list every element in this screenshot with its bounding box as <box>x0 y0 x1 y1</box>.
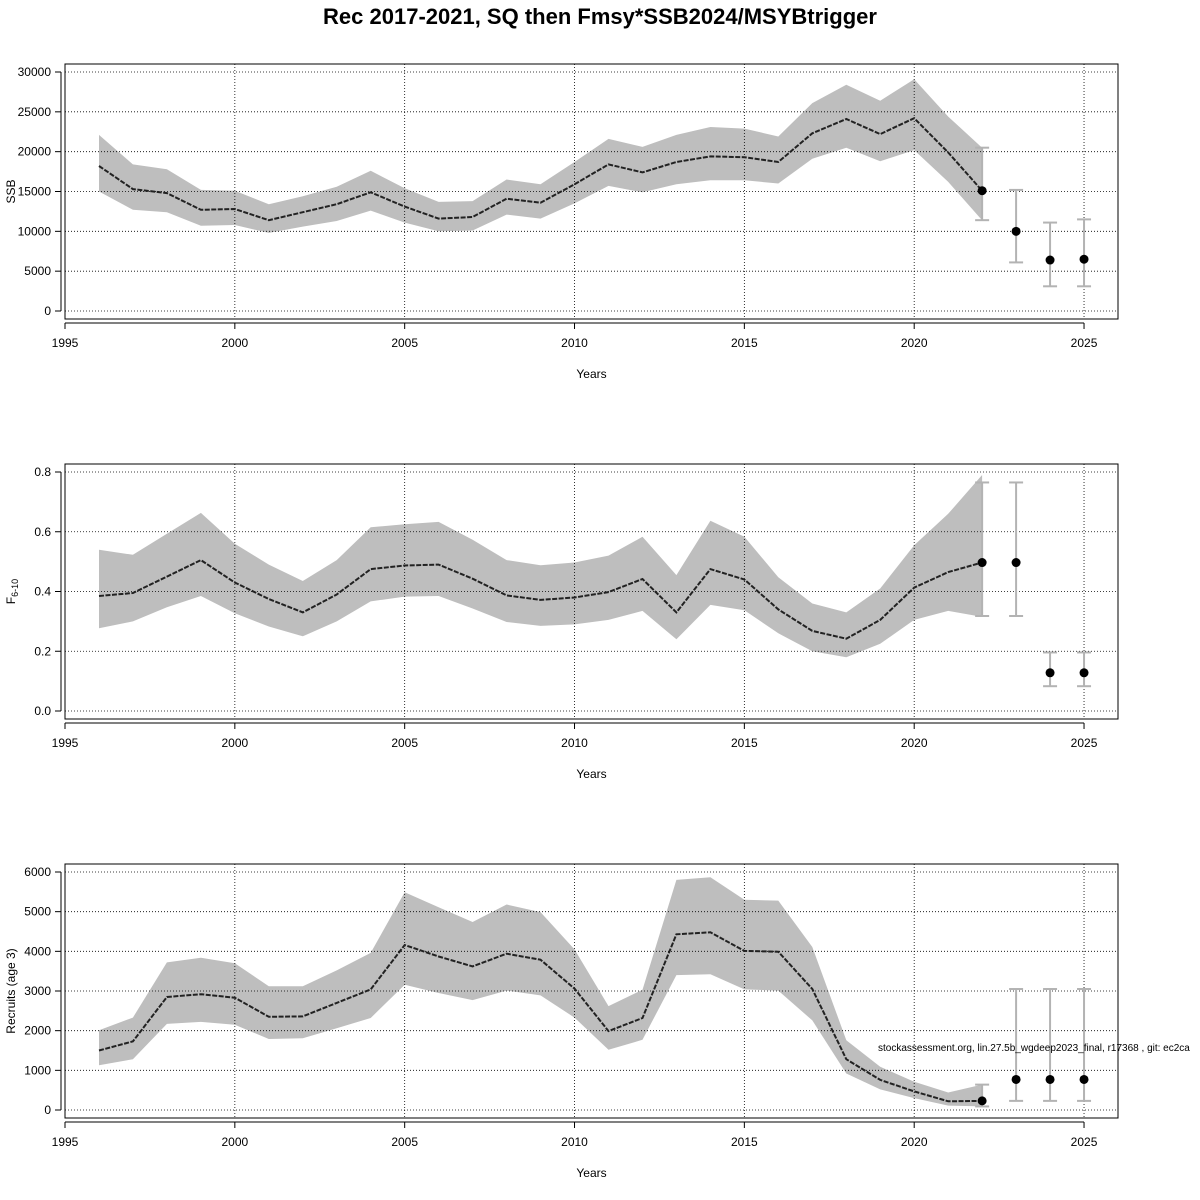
forecast-errorbar <box>1009 481 1024 617</box>
y-tick-label: 15000 <box>18 185 52 199</box>
x-tick-label: 2010 <box>561 336 588 350</box>
forecast-errorbar <box>1043 221 1058 288</box>
x-tick-label: 2000 <box>221 736 248 750</box>
y-tick-label: 5000 <box>24 264 51 278</box>
forecast-point <box>1045 668 1055 678</box>
forecast-point <box>1011 558 1021 568</box>
confidence-band <box>99 877 983 1107</box>
x-tick-label: 1995 <box>52 736 79 750</box>
x-tick-label: 2000 <box>221 336 248 350</box>
y-tick-label: 3000 <box>24 984 51 998</box>
x-tick-label: 2010 <box>561 1135 588 1149</box>
x-tick-label: 1995 <box>52 336 79 350</box>
y-tick-label: 5000 <box>24 905 51 919</box>
y-axis-label: Recruits (age 3) <box>4 948 18 1033</box>
y-tick-label: 20000 <box>18 145 52 159</box>
plot-frame <box>64 863 1119 1119</box>
panels: 1995 2000 2005 2010 2015 2020 2025 Years 0 5000 10… <box>4 63 1119 1180</box>
forecast-point <box>977 1096 987 1106</box>
panel-1: 1995 2000 2005 2010 2015 2020 2025 Years 0 5000 10… <box>4 63 1119 381</box>
x-axis-label: Years <box>576 367 606 381</box>
footnote: stockassessment.org, lin.27.5b_wgdeep202… <box>878 1043 1190 1054</box>
x-tick-label: 2015 <box>731 1135 758 1149</box>
x-tick-label: 1995 <box>52 1135 79 1149</box>
y-tick-label: 10000 <box>18 224 52 238</box>
y-tick-label: 2000 <box>24 1024 51 1038</box>
x-tick-label: 2015 <box>731 736 758 750</box>
y-tick-label: 0.2 <box>34 644 51 658</box>
y-axis-label: SSB <box>4 179 18 203</box>
estimate-line <box>98 116 983 222</box>
y-tick-label: 1000 <box>24 1063 51 1077</box>
x-tick-label: 2025 <box>1071 1135 1098 1149</box>
forecast-point <box>1011 226 1021 236</box>
x-tick-label: 2020 <box>901 336 928 350</box>
x-tick-label: 2005 <box>391 1135 418 1149</box>
y-tick-label: 4000 <box>24 944 51 958</box>
forecast-point <box>1011 1074 1021 1084</box>
y-tick-label: 0 <box>44 1103 51 1117</box>
forecast-point <box>977 186 987 196</box>
x-tick-label: 2020 <box>901 1135 928 1149</box>
forecast-point <box>977 558 987 568</box>
panel-3: 1995 2000 2005 2010 2015 2020 2025 Years 0 1000 20… <box>4 863 1119 1180</box>
y-tick-label: 25000 <box>18 105 52 119</box>
y-tick-label: 30000 <box>18 65 52 79</box>
chart-title: Rec 2017-2021, SQ then Fmsy*SSB2024/MSYB… <box>323 4 877 29</box>
forecast-point <box>1079 1074 1089 1084</box>
forecast-point <box>1045 1074 1055 1084</box>
y-axis-label-subscript: 6-10 <box>10 579 20 597</box>
x-axis-label: Years <box>576 1166 606 1180</box>
y-tick-label: 0.0 <box>34 704 51 718</box>
y-tick-label: 0 <box>44 304 51 318</box>
x-tick-label: 2000 <box>221 1135 248 1149</box>
x-tick-label: 2020 <box>901 736 928 750</box>
confidence-band <box>99 475 983 658</box>
y-tick-label: 6000 <box>24 865 51 879</box>
estimate-line <box>98 931 983 1103</box>
x-tick-label: 2005 <box>391 736 418 750</box>
panel-2: 1995 2000 2005 2010 2015 2020 2025 Years 0.0 0.2 0… <box>4 463 1119 781</box>
x-tick-label: 2025 <box>1071 736 1098 750</box>
x-tick-label: 2010 <box>561 736 588 750</box>
forecast-point <box>1079 254 1089 264</box>
forecast-point <box>1079 668 1089 678</box>
forecast-errorbar <box>975 146 990 222</box>
x-tick-label: 2005 <box>391 336 418 350</box>
forecast-point <box>1045 255 1055 265</box>
x-axis-label: Years <box>576 767 606 781</box>
plot-frame <box>64 463 1119 720</box>
x-tick-label: 2015 <box>731 336 758 350</box>
confidence-band <box>99 79 983 233</box>
y-tick-label: 0.8 <box>34 465 51 479</box>
estimate-line <box>98 558 983 640</box>
y-axis-label: F6-10 <box>4 579 20 604</box>
plot-frame <box>64 63 1119 320</box>
forecast-errorbar <box>1077 218 1092 288</box>
x-tick-label: 2025 <box>1071 336 1098 350</box>
y-tick-label: 0.6 <box>34 525 51 539</box>
y-tick-label: 0.4 <box>34 585 51 599</box>
forecast-errorbar <box>975 481 990 617</box>
forecast-errorbar <box>1009 188 1024 264</box>
